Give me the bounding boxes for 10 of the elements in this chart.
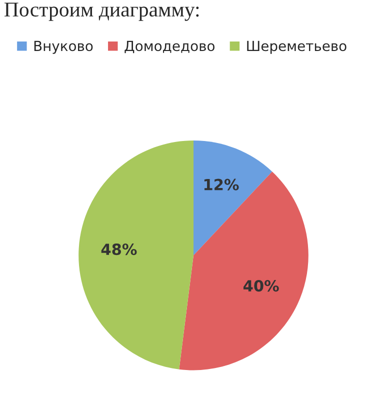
- chart-title: Построим диаграмму:: [4, 2, 199, 21]
- pie-slice: [78, 140, 194, 370]
- pie-slice: [194, 140, 272, 256]
- data-label: 12%: [204, 178, 239, 190]
- legend-label: Шереметьево: [247, 40, 346, 54]
- pie-slice: [179, 172, 308, 370]
- legend-label: Домодедово: [124, 40, 214, 54]
- data-label: 40%: [243, 280, 279, 292]
- legend-label: Внуково: [34, 40, 93, 54]
- data-label: 48%: [101, 244, 137, 256]
